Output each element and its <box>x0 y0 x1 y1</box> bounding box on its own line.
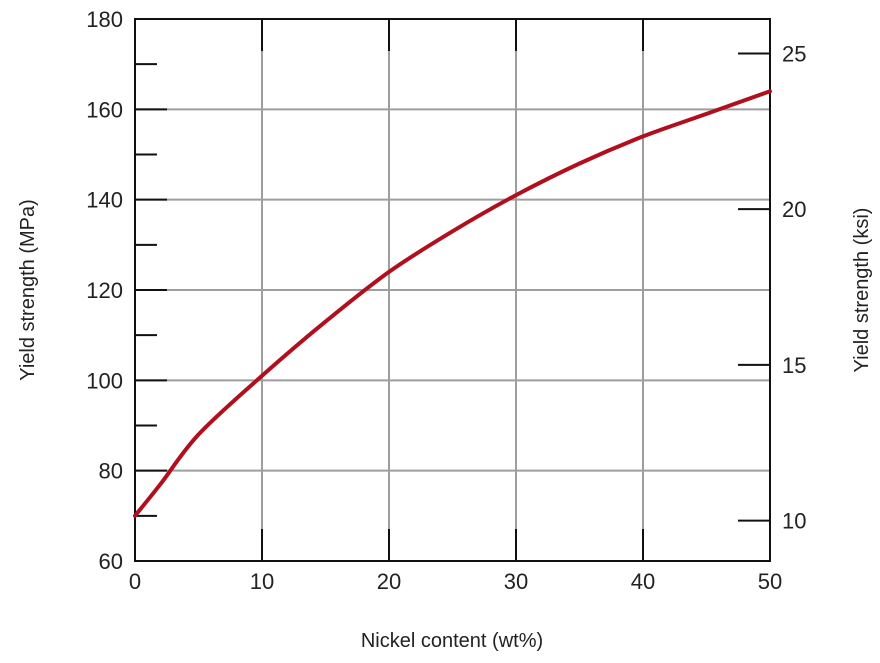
secondary-y-axis-title: Yield strength (ksi) <box>851 208 873 373</box>
y-tick-label: 120 <box>86 278 123 303</box>
y-tick-label: 80 <box>99 459 123 484</box>
y2-tick-label: 10 <box>782 509 806 534</box>
x-tick-label: 50 <box>758 569 782 594</box>
x-tick-label: 40 <box>631 569 655 594</box>
y-tick-label: 140 <box>86 188 123 213</box>
yield-strength-curve <box>133 89 772 518</box>
tick-labels: 0 10 20 30 40 50 60 80 100 120 140 160 180 10 15 20 25 <box>86 7 806 594</box>
x-tick-label: 20 <box>377 569 401 594</box>
y-tick-label: 60 <box>99 549 123 574</box>
y-tick-label: 100 <box>86 368 123 393</box>
y2-tick-label: 20 <box>782 197 806 222</box>
x-tick-label: 0 <box>129 569 141 594</box>
x-axis-title: Nickel content (wt%) <box>361 630 543 652</box>
y-tick-label: 180 <box>86 7 123 32</box>
grid-lines <box>135 19 770 561</box>
data-series <box>133 89 772 518</box>
y-tick-label: 160 <box>86 97 123 122</box>
plot-area-frame <box>134 18 771 562</box>
y2-tick-label: 25 <box>782 41 806 66</box>
x-tick-label: 10 <box>250 569 274 594</box>
x-tick-label: 30 <box>504 569 528 594</box>
y-axis-title: Yield strength (MPa) <box>17 199 39 381</box>
y2-tick-label: 15 <box>782 353 806 378</box>
